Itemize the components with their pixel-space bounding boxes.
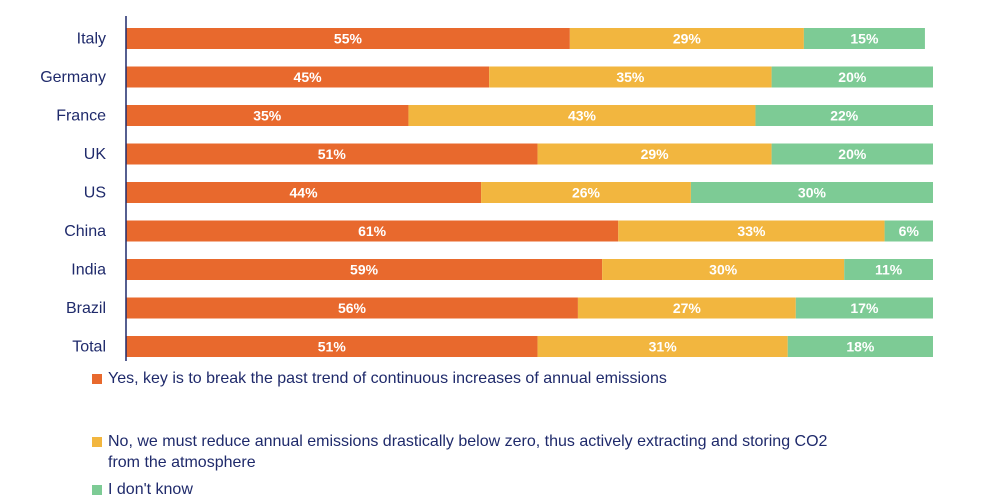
value-label-china-yes: 61% [358, 223, 387, 239]
category-label-india: India [71, 262, 106, 279]
bar-germany-yes [126, 66, 490, 88]
legend-item-dont-know: I don't know [92, 479, 972, 500]
value-label-brazil-yes: 56% [338, 300, 367, 316]
value-label-uk-no: 29% [641, 146, 670, 162]
bar-us-no [481, 182, 691, 203]
value-label-germany-no: 35% [616, 69, 645, 85]
category-label-uk: UK [84, 146, 107, 163]
bar-italy-dont-know [803, 28, 925, 49]
value-label-china-no: 33% [737, 223, 766, 239]
bar-china-no [618, 220, 885, 242]
value-label-india-dont-know: 11% [875, 262, 903, 278]
value-label-india-yes: 59% [350, 262, 379, 278]
value-label-uk-yes: 51% [318, 146, 347, 162]
category-label-china: China [64, 223, 106, 240]
bar-china-yes [126, 220, 619, 242]
category-label-italy: Italy [77, 31, 106, 48]
legend-swatch-no [92, 437, 102, 447]
bar-brazil-no [577, 297, 796, 319]
bar-total-dont-know [787, 336, 933, 357]
bar-india-yes [126, 259, 603, 280]
value-label-germany-dont-know: 20% [838, 69, 867, 85]
value-label-italy-no: 29% [673, 31, 702, 47]
legend-item-no: No, we must reduce annual emissions dras… [92, 431, 972, 473]
bar-india-dont-know [844, 259, 933, 280]
category-label-brazil: Brazil [66, 300, 106, 317]
category-labels-layer: Italy Germany France UK US China India Brazil To… [40, 31, 106, 356]
bar-italy-no [569, 28, 804, 49]
value-label-india-no: 30% [709, 262, 738, 278]
bars-layer [126, 28, 933, 357]
value-label-brazil-no: 27% [673, 300, 702, 316]
value-label-italy-dont-know: 15% [850, 31, 879, 47]
category-label-germany: Germany [40, 69, 106, 86]
category-label-total: Total [72, 339, 106, 356]
category-label-france: France [56, 108, 106, 125]
value-label-total-yes: 51% [318, 339, 347, 355]
bar-uk-yes [126, 143, 538, 165]
value-label-france-yes: 35% [253, 108, 282, 124]
value-label-china-dont-know: 6% [899, 223, 920, 239]
legend-label-no-line1: No, we must reduce annual emissions dras… [108, 433, 828, 450]
value-label-us-yes: 44% [290, 185, 319, 201]
bar-france-no [408, 105, 756, 126]
value-label-total-dont-know: 18% [846, 339, 875, 355]
value-label-us-dont-know: 30% [798, 185, 827, 201]
bar-us-dont-know [690, 182, 933, 203]
value-label-italy-yes: 55% [334, 31, 363, 47]
bar-india-no [602, 259, 845, 280]
legend-swatch-yes [92, 374, 102, 384]
bar-china-dont-know [884, 220, 933, 242]
legend-label-no-line2: from the atmosphere [108, 454, 256, 471]
value-label-brazil-dont-know: 17% [850, 300, 879, 316]
value-label-germany-yes: 45% [294, 69, 323, 85]
bar-total-yes [126, 336, 538, 357]
bar-germany-no [489, 66, 772, 88]
value-label-france-dont-know: 22% [830, 108, 859, 124]
value-label-france-no: 43% [568, 108, 597, 124]
bar-uk-dont-know [771, 143, 933, 165]
value-label-uk-dont-know: 20% [838, 146, 867, 162]
bar-france-yes [126, 105, 409, 126]
value-label-total-no: 31% [649, 339, 678, 355]
value-labels-layer: 55% 29% 15% 45% 35% 20% 35% 43% 22% 51% 29% 20% 44% 2… [253, 31, 919, 355]
bar-total-no [537, 336, 788, 357]
bar-france-dont-know [755, 105, 933, 126]
category-label-us: US [84, 185, 106, 202]
legend-label-yes: Yes, key is to break the past trend of c… [108, 370, 667, 387]
bar-us-yes [126, 182, 482, 203]
bar-brazil-yes [126, 297, 578, 319]
bar-brazil-dont-know [795, 297, 933, 319]
legend-label-dont-know: I don't know [108, 481, 193, 498]
bar-germany-dont-know [771, 66, 933, 88]
bar-uk-no [537, 143, 772, 165]
bar-italy-yes [126, 28, 570, 49]
legend-swatch-dont-know [92, 485, 102, 495]
stacked-bar-chart: 55% 29% 15% 45% 35% 20% 35% 43% 22% 51% 29% 20% 44% 2… [40, 16, 933, 361]
legend-item-yes: Yes, key is to break the past trend of c… [92, 368, 972, 389]
value-label-us-no: 26% [572, 185, 601, 201]
